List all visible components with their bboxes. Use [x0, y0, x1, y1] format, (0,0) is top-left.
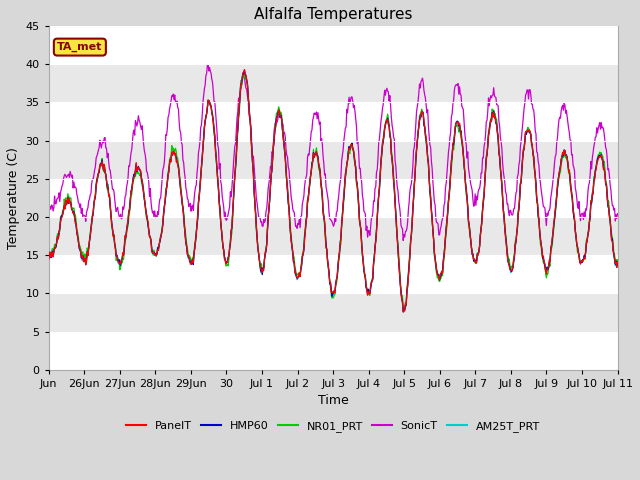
Text: TA_met: TA_met — [57, 42, 102, 52]
Bar — [49, 141, 618, 179]
X-axis label: Time: Time — [317, 395, 348, 408]
Bar — [49, 293, 618, 332]
Bar — [49, 179, 618, 217]
Bar — [49, 255, 618, 293]
Bar — [49, 332, 618, 370]
Bar — [49, 64, 618, 102]
Bar — [49, 26, 618, 64]
Bar — [49, 217, 618, 255]
Bar — [49, 102, 618, 141]
Legend: PanelT, HMP60, NR01_PRT, SonicT, AM25T_PRT: PanelT, HMP60, NR01_PRT, SonicT, AM25T_P… — [122, 417, 544, 436]
Title: Alfalfa Temperatures: Alfalfa Temperatures — [254, 7, 412, 22]
Y-axis label: Temperature (C): Temperature (C) — [7, 147, 20, 249]
